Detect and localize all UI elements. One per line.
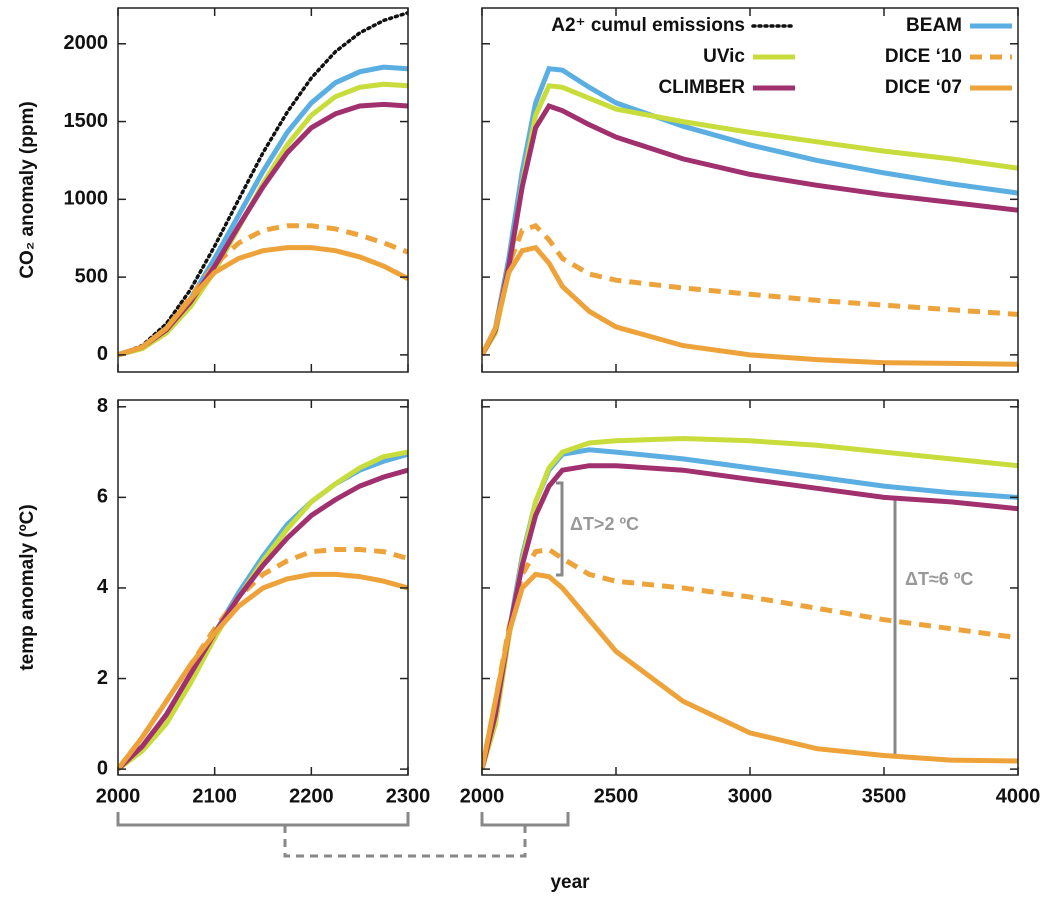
x-tick-label: 3000: [728, 785, 773, 807]
x-axis-label: year: [550, 872, 590, 893]
y-tick-label: 500: [75, 265, 108, 287]
legend-label: DICE ‘07: [885, 77, 962, 98]
y-tick-label: 8: [97, 395, 108, 417]
y-tick-label: 1000: [64, 188, 109, 210]
y-tick-label: 0: [97, 757, 108, 779]
y-axis-label: CO₂ anomaly (ppm): [17, 101, 38, 278]
series-line: [118, 10, 408, 357]
bracket: [889, 496, 897, 757]
series-line: [118, 101, 408, 358]
x-tick-label: 2200: [289, 785, 334, 807]
legend-label: BEAM: [906, 15, 962, 36]
legend-label: DICE ‘10: [885, 46, 962, 67]
series-line: [118, 467, 408, 771]
series-line: [482, 102, 1018, 357]
bracket: [556, 481, 564, 577]
series-line: [118, 64, 408, 358]
legend-label: A2⁺ cumul emissions: [551, 15, 745, 36]
x-tick-label: 2100: [192, 785, 237, 807]
series-line: [482, 571, 1018, 770]
y-tick-label: 0: [97, 343, 108, 365]
y-tick-label: 4: [97, 576, 109, 598]
plot-frame: [117, 7, 409, 373]
annotation: ΔT≈6 ºC: [905, 569, 973, 589]
x-tick-label: 2000: [460, 785, 505, 807]
series-line: [482, 83, 1018, 357]
series-line: [118, 449, 408, 772]
y-tick-label: 6: [97, 486, 108, 508]
y-axis-label: temp anomaly (ºC): [17, 504, 38, 670]
y-tick-label: 2: [97, 667, 108, 689]
zoom-link: [283, 825, 527, 858]
x-tick-label: 2000: [96, 785, 141, 807]
y-tick-label: 2000: [64, 32, 109, 54]
y-tick-label: 1500: [64, 110, 109, 132]
x-tick-label: 2300: [386, 785, 431, 807]
zoom-bracket: [480, 812, 570, 827]
series-line: [118, 81, 408, 358]
series-line: [482, 222, 1018, 357]
x-tick-label: 3500: [862, 785, 907, 807]
zoom-bracket: [116, 812, 410, 827]
legend-label: UVic: [703, 46, 745, 67]
series-line: [118, 245, 408, 358]
annotation: ΔT>2 ºC: [570, 514, 639, 534]
legend-label: CLIMBER: [658, 77, 745, 98]
series-line: [482, 244, 1018, 367]
x-tick-label: 2500: [594, 785, 639, 807]
x-tick-label: 4000: [996, 785, 1041, 807]
series-line: [118, 571, 408, 771]
series-line: [118, 547, 408, 771]
